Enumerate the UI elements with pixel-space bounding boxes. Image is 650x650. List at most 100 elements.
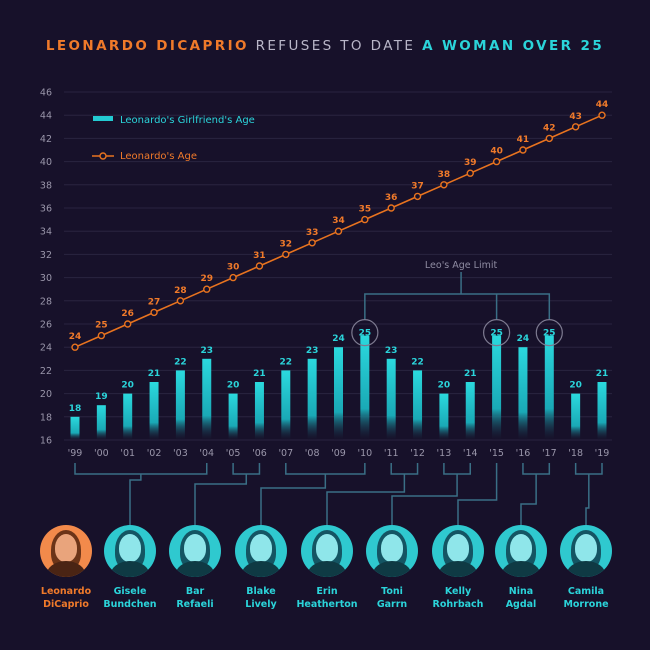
leo-age-label: 28 bbox=[174, 286, 187, 296]
person-name-line2: Refaeli bbox=[176, 599, 214, 610]
leo-age-label: 35 bbox=[359, 205, 372, 215]
avatar bbox=[495, 525, 547, 577]
avatar bbox=[432, 525, 484, 577]
year-group-bracket bbox=[390, 463, 419, 475]
person-name: Kelly Rohrbach bbox=[423, 585, 493, 611]
person-card: Gisele Bundchen bbox=[95, 525, 165, 611]
person-connector bbox=[129, 474, 142, 528]
avatar bbox=[169, 525, 221, 577]
person-name-line1: Camila bbox=[567, 586, 605, 597]
leo-age-point bbox=[413, 192, 422, 201]
title-part-middle: REFUSES TO DATE bbox=[248, 38, 423, 54]
person-name: Blake Lively bbox=[226, 585, 296, 611]
x-tick-label: '14 bbox=[463, 448, 478, 459]
x-tick-label: '03 bbox=[173, 448, 188, 459]
person-connector bbox=[457, 474, 498, 528]
leo-age-label: 24 bbox=[69, 332, 82, 342]
girlfriend-age-label: 25 bbox=[359, 329, 372, 339]
x-tick-label: '13 bbox=[437, 448, 452, 459]
girlfriend-age-label: 23 bbox=[200, 346, 213, 356]
x-tick-label: '00 bbox=[94, 448, 109, 459]
leo-age-point bbox=[361, 215, 369, 224]
girlfriend-age-label: 24 bbox=[517, 334, 530, 344]
legend-bar-swatch bbox=[93, 116, 113, 121]
leo-age-point bbox=[308, 239, 316, 247]
person-connector bbox=[260, 474, 327, 528]
girlfriend-age-label: 20 bbox=[569, 381, 582, 391]
y-tick-label: 42 bbox=[40, 134, 52, 145]
x-tick-label: '05 bbox=[226, 448, 241, 459]
girlfriend-age-bar bbox=[175, 370, 185, 440]
leo-age-label: 37 bbox=[411, 181, 424, 191]
leo-age-label: 31 bbox=[253, 251, 266, 261]
person-card: Leonardo DiCaprio bbox=[31, 525, 101, 611]
avatar bbox=[560, 525, 612, 577]
girlfriend-age-label: 21 bbox=[253, 369, 266, 379]
year-group-bracket bbox=[574, 463, 603, 475]
leo-age-label: 36 bbox=[385, 193, 398, 203]
y-tick-label: 20 bbox=[40, 389, 52, 400]
person-name-line2: DiCaprio bbox=[43, 599, 89, 610]
girlfriend-age-label: 21 bbox=[596, 369, 609, 379]
leo-age-label: 43 bbox=[569, 112, 582, 122]
leo-age-label: 39 bbox=[464, 158, 477, 168]
girlfriend-age-bar bbox=[281, 370, 291, 440]
leo-age-point bbox=[519, 146, 527, 154]
legend-line-label: Leonardo's Age bbox=[120, 151, 197, 162]
avatar bbox=[366, 525, 418, 577]
leo-age-point bbox=[387, 204, 395, 212]
leo-age-label: 42 bbox=[543, 123, 556, 133]
person-name-line1: Gisele bbox=[113, 586, 147, 597]
x-tick-label: '10 bbox=[357, 448, 372, 459]
y-tick-label: 40 bbox=[40, 157, 52, 168]
leo-age-point bbox=[71, 343, 79, 351]
girlfriend-age-label: 23 bbox=[306, 346, 319, 356]
person-name-line2: Morrone bbox=[563, 599, 609, 610]
x-tick-label: '07 bbox=[278, 448, 293, 459]
leo-age-point bbox=[440, 181, 448, 189]
y-tick-label: 38 bbox=[40, 180, 52, 191]
leo-age-label: 30 bbox=[227, 263, 240, 273]
person-name: Camila Morrone bbox=[551, 585, 621, 611]
person-name-line2: Rohrbach bbox=[432, 599, 484, 610]
girlfriend-age-bar bbox=[149, 382, 159, 440]
leo-age-label: 41 bbox=[517, 135, 530, 145]
leo-age-label: 38 bbox=[438, 170, 451, 180]
leo-age-label: 26 bbox=[121, 309, 134, 319]
person-card: Toni Garrn bbox=[357, 525, 427, 611]
chart-title: LEONARDO DICAPRIO REFUSES TO DATE A WOMA… bbox=[0, 38, 650, 54]
y-tick-label: 36 bbox=[40, 204, 52, 215]
x-tick-label: '12 bbox=[410, 448, 425, 459]
person-connector bbox=[194, 474, 248, 528]
x-tick-label: '09 bbox=[331, 448, 346, 459]
girlfriend-age-bar bbox=[123, 393, 133, 440]
person-name-line1: Blake bbox=[246, 586, 276, 597]
person-card: Erin Heatherton bbox=[292, 525, 362, 611]
person-card: Bar Refaeli bbox=[160, 525, 230, 611]
leo-age-point bbox=[282, 250, 290, 259]
person-card: Kelly Rohrbach bbox=[423, 525, 493, 611]
x-tick-label: '15 bbox=[489, 448, 504, 459]
leo-age-point bbox=[123, 320, 132, 328]
girlfriend-age-bar bbox=[202, 358, 212, 440]
legend-bar-label: Leonardo's Girlfriend's Age bbox=[120, 115, 255, 126]
age-limit-label: Leo's Age Limit bbox=[425, 260, 498, 271]
girlfriend-age-label: 21 bbox=[148, 369, 161, 379]
year-group-bracket bbox=[285, 463, 366, 475]
person-name-line2: Lively bbox=[245, 599, 277, 610]
x-tick-label: '02 bbox=[147, 448, 162, 459]
leo-age-label: 25 bbox=[95, 321, 108, 331]
leo-age-label: 32 bbox=[280, 239, 293, 249]
girlfriend-age-label: 20 bbox=[227, 381, 240, 391]
person-name-line1: Leonardo bbox=[40, 586, 92, 597]
girlfriend-age-bar bbox=[254, 382, 264, 440]
y-tick-label: 16 bbox=[40, 436, 52, 447]
girlfriend-age-bar bbox=[492, 335, 502, 440]
person-name-line2: Heatherton bbox=[296, 599, 358, 610]
x-tick-label: '06 bbox=[252, 448, 267, 459]
girlfriend-age-bar bbox=[518, 347, 528, 440]
y-tick-label: 32 bbox=[40, 250, 52, 261]
girlfriend-age-label: 18 bbox=[69, 404, 82, 414]
leo-age-point bbox=[176, 297, 185, 305]
